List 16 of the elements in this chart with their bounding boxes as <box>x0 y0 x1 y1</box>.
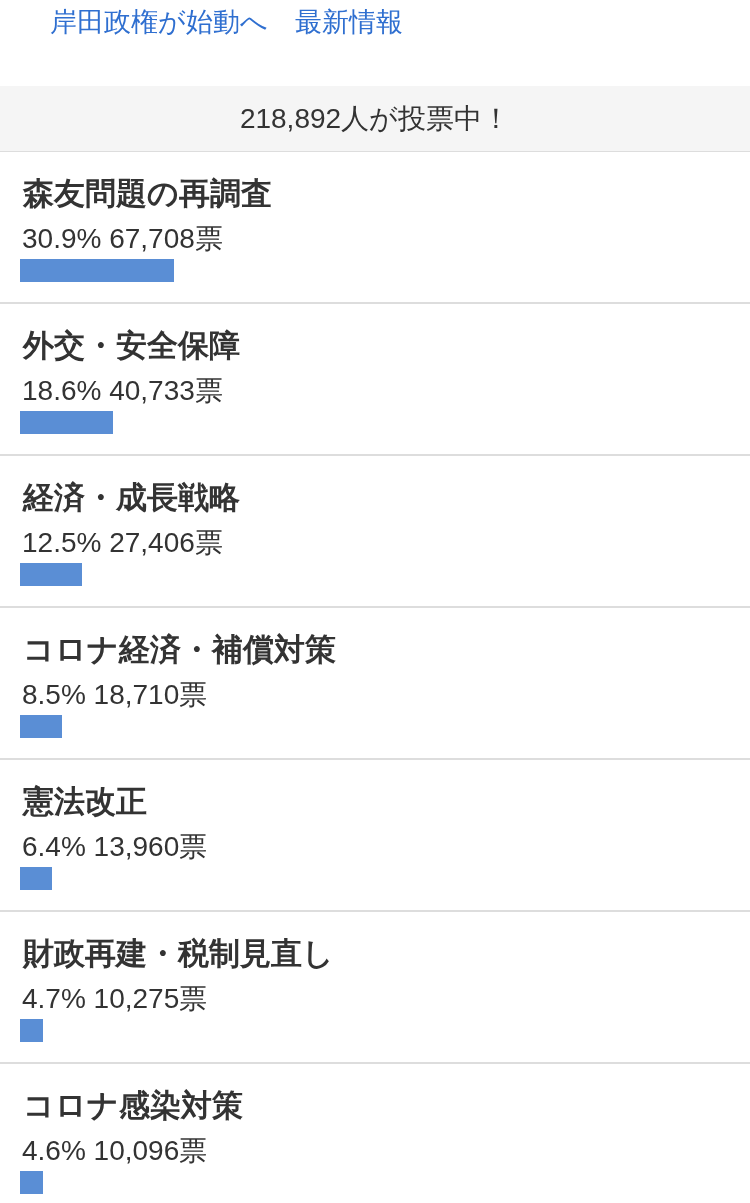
y-tick-label: 財政再建・税制見直し <box>22 935 334 971</box>
data-label: 4.6% 10,096票 <box>22 1135 208 1166</box>
text: 218,892人が投票中！ <box>239 102 511 134</box>
y-tick-label: 森友問題の再調査 <box>22 175 272 211</box>
data-label: 6.4% 13,960票 <box>22 831 208 862</box>
data-label: 4.7% 10,275票 <box>22 983 208 1014</box>
data-label: 30.9% 67,708票 <box>22 223 223 254</box>
y-tick-label: コロナ経済・補償対策 <box>23 631 336 667</box>
data-label: 8.5% 18,710票 <box>22 679 208 710</box>
data-label: 18.6% 40,733票 <box>22 375 223 406</box>
y-tick-label: 経済・成長戦略 <box>22 479 240 515</box>
y-tick-label: 憲法改正 <box>21 783 147 819</box>
y-tick-label: 外交・安全保障 <box>22 327 240 363</box>
data-label: 12.5% 27,406票 <box>22 527 223 558</box>
y-tick-label: コロナ感染対策 <box>23 1087 243 1123</box>
text: 岸田政権が始動へ 最新情報 <box>50 7 403 37</box>
